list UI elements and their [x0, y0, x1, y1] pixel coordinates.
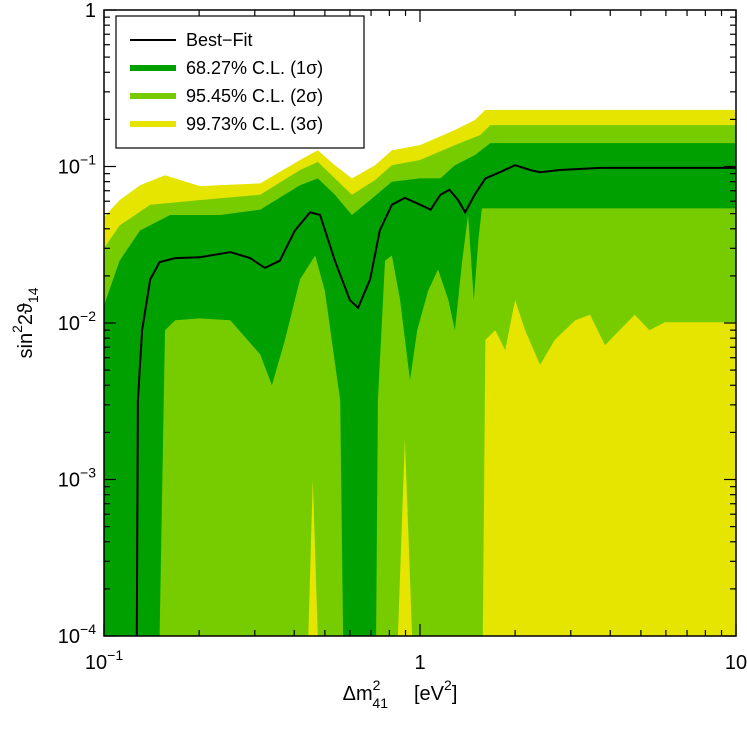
- y-tick-label-exponent: −1: [80, 152, 96, 168]
- x-tick-label-base: 10: [85, 652, 107, 674]
- legend-label: 95.45% C.L. (2σ): [186, 86, 323, 106]
- y-tick-label-base: 10: [58, 626, 80, 648]
- x-label-sub: 41: [372, 695, 388, 711]
- frame: [103, 9, 737, 637]
- x-label-unit: [eV: [414, 683, 445, 705]
- x-axis-label: Δm2 41 [eV2]: [343, 677, 458, 711]
- y-tick-label-exponent: −2: [80, 308, 96, 324]
- x-tick-label: 10: [725, 652, 747, 674]
- y-tick-label: 1: [85, 0, 96, 22]
- y-tick-label-exponent: −3: [80, 465, 96, 481]
- x-label-close: ]: [452, 683, 458, 705]
- y-tick-label: 10−2: [58, 308, 96, 335]
- y-tick-label: 10−3: [58, 465, 96, 492]
- x-label-sup: 2: [373, 677, 381, 693]
- y-label-sup: 2: [9, 325, 25, 333]
- legend: Best−Fit 68.27% C.L. (1σ) 95.45% C.L. (2σ)…: [115, 15, 365, 149]
- legend-label: 99.73% C.L. (3σ): [186, 114, 323, 134]
- y-tick-label-base: 10: [58, 313, 80, 335]
- y-tick-label-exponent: −4: [80, 621, 96, 637]
- y-axis-label: sin22ϑ14: [9, 287, 41, 358]
- y-label-base: sin: [15, 333, 37, 359]
- y-tick-label: 10−4: [58, 621, 96, 648]
- x-tick-label: 1: [414, 652, 425, 674]
- x-label-unit-sup: 2: [444, 677, 452, 693]
- plot-area: [104, 109, 736, 636]
- y-tick-label: 10−1: [58, 152, 96, 179]
- x-tick-label-exponent: −1: [107, 647, 123, 663]
- y-label-mid: 2ϑ: [15, 303, 37, 325]
- y-tick-label-base: 10: [58, 157, 80, 179]
- best-fit-line: [135, 164, 736, 636]
- legend-label: Best−Fit: [186, 30, 253, 50]
- legend-label: 68.27% C.L. (1σ): [186, 58, 323, 78]
- y-label-sub: 14: [25, 287, 41, 303]
- y-tick-label-base: 10: [58, 470, 80, 492]
- x-label-base: Δm: [343, 683, 373, 705]
- x-tick-label: 10−1: [85, 647, 123, 674]
